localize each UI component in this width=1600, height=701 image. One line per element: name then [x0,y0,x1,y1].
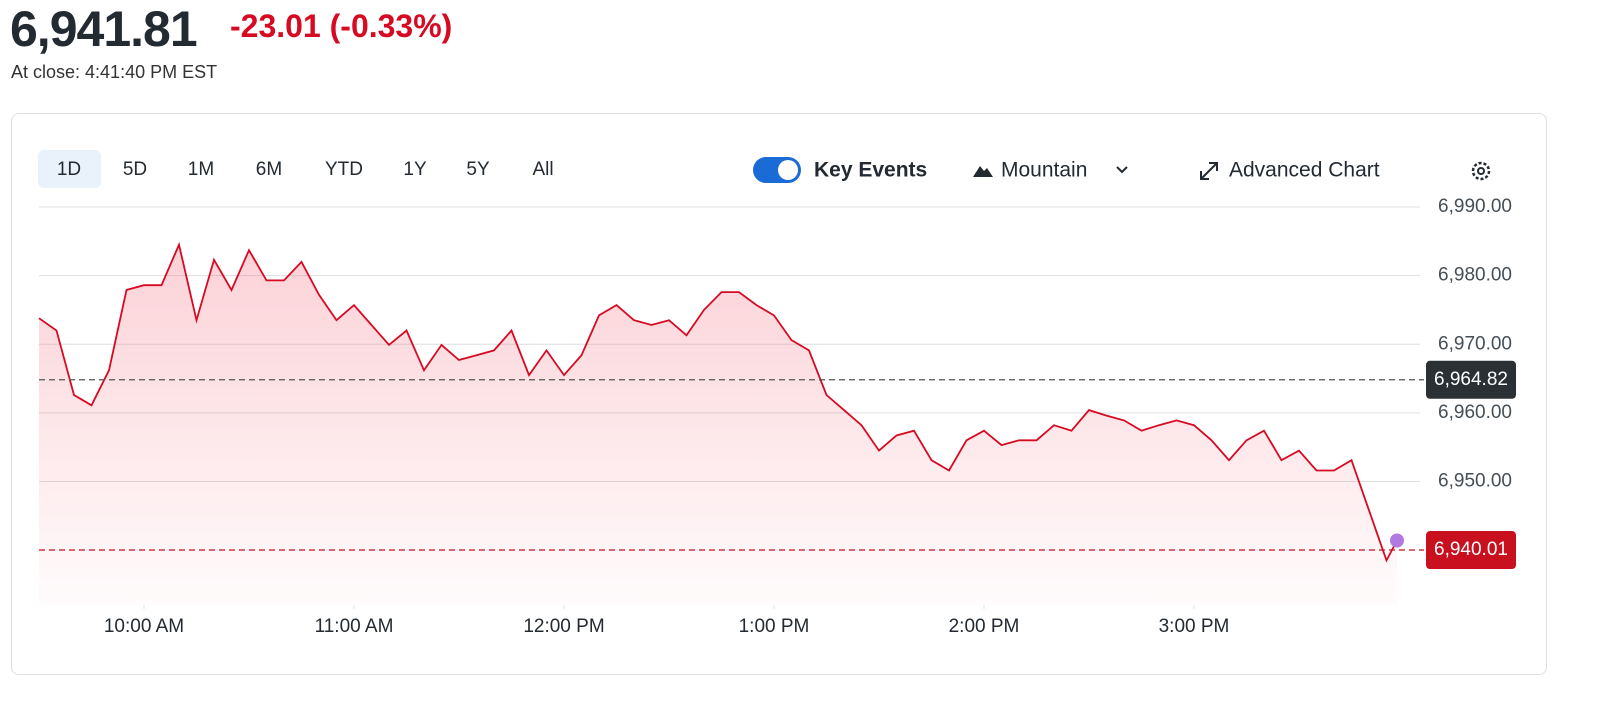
mountain-icon [973,166,993,177]
range-tab[interactable]: 5Y [466,159,490,180]
range-tab[interactable]: 1M [188,159,214,180]
active-tab-bg [38,150,101,188]
chevron [1116,166,1128,174]
x-tick-label: 10:00 AM [104,616,184,637]
price: 6,941.81 [10,1,198,57]
y-tick-label: 6,970.00 [1438,333,1512,354]
range-tabs: 1D 5D 1M 6M YTD 1Y 5Y All [57,159,554,180]
reference-label: 6,940.01 [1434,539,1508,560]
gear [1471,161,1491,181]
key-events[interactable]: Key Events [814,159,927,182]
range-tab[interactable]: All [532,159,553,180]
range-tab[interactable]: YTD [325,159,363,180]
x-tick-label: 3:00 PM [1159,616,1230,637]
area-fill [39,244,1397,605]
x-tick-label: 11:00 AM [315,616,394,637]
y-tick-label: 6,950.00 [1438,470,1512,491]
y-tick-label: 6,960.00 [1438,402,1512,423]
x-tick-label: 12:00 PM [523,616,604,637]
x-tick-label: 1:00 PM [739,616,810,637]
reference-label-bg [1426,531,1516,570]
reference-label: 6,964.82 [1434,369,1508,390]
price-change: -23.01 (-0.33%) [230,8,453,44]
close-time: At close: 4:41:40 PM EST [11,62,218,82]
y-tick-label: 6,980.00 [1438,265,1512,286]
price-line [38,241,1398,563]
range-tab[interactable]: 5D [123,159,147,180]
chart-style[interactable]: Mountain [1001,159,1087,182]
reference-label-bg [1426,360,1516,399]
expand-icon [1200,162,1218,180]
range-tab[interactable]: 1D [57,159,81,180]
settings-icon[interactable] [1471,161,1491,181]
gear-hole [1477,167,1485,175]
chart-card [11,113,1547,675]
x-tick-label: 2:00 PM [949,616,1020,637]
advanced-chart[interactable]: Advanced Chart [1229,159,1380,182]
range-tab[interactable]: 6M [256,159,282,180]
range-tab[interactable]: 1Y [403,159,427,180]
toggle-knob [778,160,798,180]
y-tick-label: 6,990.00 [1438,196,1512,217]
last-point [1390,533,1404,548]
